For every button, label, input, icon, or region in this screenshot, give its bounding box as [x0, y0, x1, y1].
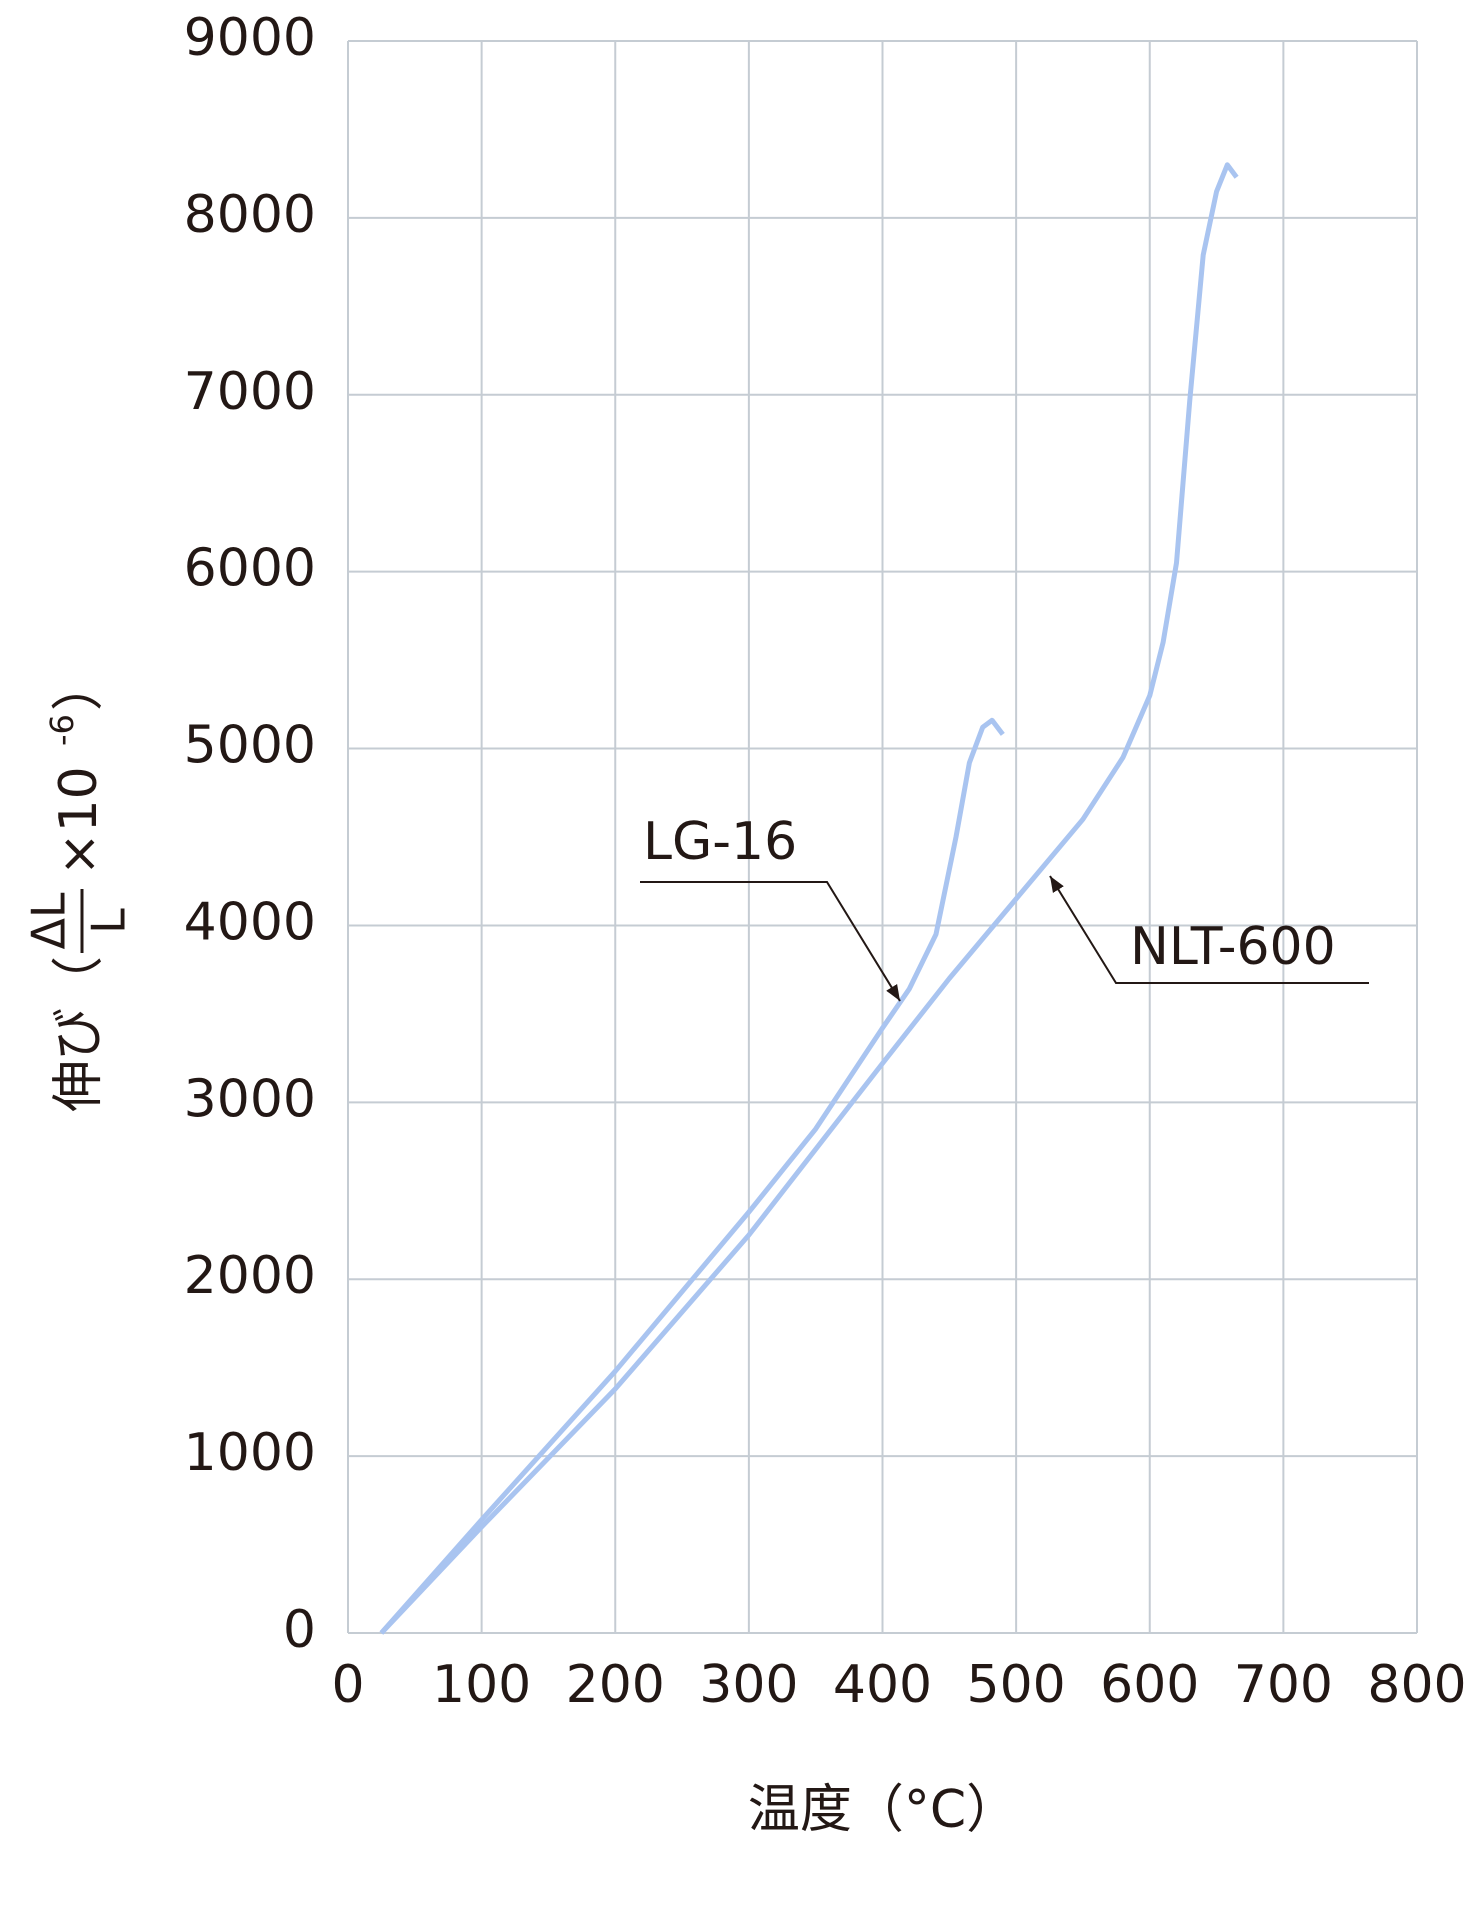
y-axis-label: 伸び（ ΔL L ×10 -6 ） — [22, 659, 136, 1112]
series-label: LG-16 — [643, 812, 797, 872]
x-tick-label: 800 — [1367, 1655, 1466, 1715]
y-tick-label: 3000 — [184, 1069, 316, 1129]
y-tick-label: 1000 — [184, 1423, 316, 1483]
x-tick-label: 400 — [833, 1655, 932, 1715]
y-label-multiplier: ×10 — [49, 766, 109, 876]
x-tick-label: 500 — [966, 1655, 1065, 1715]
line-series — [379, 162, 1239, 1635]
callout-line — [1049, 875, 1369, 984]
y-label-prefix: 伸び（ — [49, 956, 109, 1112]
x-tick-label: 100 — [432, 1655, 531, 1715]
y-label-denominator: L — [82, 908, 136, 934]
y-tick-label: 4000 — [184, 892, 316, 952]
x-tick-label: 300 — [699, 1655, 798, 1715]
callout-line — [640, 881, 901, 1002]
y-tick-label: 2000 — [184, 1246, 316, 1306]
y-tick-label: 0 — [283, 1600, 316, 1660]
x-tick-label: 0 — [331, 1655, 364, 1715]
y-tick-label: 9000 — [184, 8, 316, 68]
x-tick-label: 600 — [1100, 1655, 1199, 1715]
y-tick-label: 5000 — [184, 716, 316, 776]
x-tick-label: 700 — [1234, 1655, 1333, 1715]
line-series — [379, 717, 1005, 1635]
y-label-exponent: -6 — [43, 714, 81, 746]
y-tick-label: 7000 — [184, 362, 316, 422]
x-axis-label: 温度（°C） — [748, 1780, 1018, 1840]
y-label-suffix: ） — [49, 659, 109, 711]
y-tick-label: 8000 — [184, 185, 316, 245]
y-label-numerator: ΔL — [22, 892, 76, 949]
series-label: NLT-600 — [1130, 917, 1336, 977]
x-tick-label: 200 — [566, 1655, 665, 1715]
y-tick-label: 6000 — [184, 539, 316, 599]
